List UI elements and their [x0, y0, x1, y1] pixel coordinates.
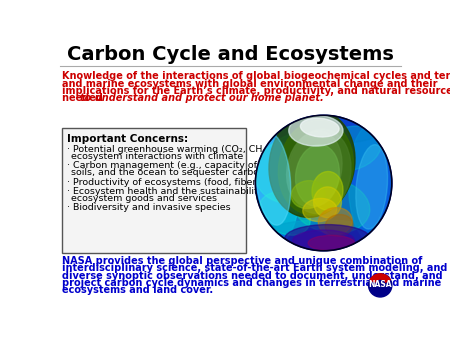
Text: · Carbon management (e.g., capacity of plants,: · Carbon management (e.g., capacity of p… — [67, 162, 292, 170]
FancyBboxPatch shape — [62, 128, 246, 253]
Ellipse shape — [289, 115, 343, 146]
Text: · Productivity of ecosystems (food, fiber, fuel): · Productivity of ecosystems (food, fibe… — [67, 178, 284, 187]
Text: NASA provides the global perspective and unique combination of: NASA provides the global perspective and… — [63, 256, 423, 266]
Text: Important Concerns:: Important Concerns: — [67, 134, 188, 144]
Ellipse shape — [255, 131, 346, 204]
Text: soils, and the ocean to sequester carbon): soils, and the ocean to sequester carbon… — [71, 168, 269, 177]
Ellipse shape — [348, 125, 392, 241]
Ellipse shape — [254, 122, 301, 244]
Text: implications for the Earth’s climate, productivity, and natural resources is: implications for the Earth’s climate, pr… — [63, 86, 450, 96]
Ellipse shape — [320, 126, 381, 171]
Text: ecosystems and land cover.: ecosystems and land cover. — [63, 285, 214, 295]
Text: · Ecosystem health and the sustainability of: · Ecosystem health and the sustainabilit… — [67, 187, 275, 196]
Text: · Potential greenhouse warming (CO₂, CH₄) and: · Potential greenhouse warming (CO₂, CH₄… — [67, 145, 291, 154]
Ellipse shape — [308, 235, 355, 251]
Text: to understand and protect our home planet.: to understand and protect our home plane… — [80, 93, 323, 103]
Circle shape — [369, 274, 392, 297]
Ellipse shape — [291, 180, 325, 209]
Text: ecosystem interactions with climate: ecosystem interactions with climate — [71, 152, 243, 161]
Text: NASA: NASA — [369, 280, 392, 289]
Ellipse shape — [287, 131, 342, 207]
Ellipse shape — [256, 133, 291, 225]
Ellipse shape — [325, 215, 353, 236]
Ellipse shape — [262, 114, 385, 145]
Ellipse shape — [259, 220, 388, 254]
Text: · Biodiversity and invasive species: · Biodiversity and invasive species — [67, 203, 231, 212]
Polygon shape — [256, 115, 392, 251]
Ellipse shape — [288, 129, 351, 214]
Text: needed: needed — [63, 93, 107, 103]
Ellipse shape — [278, 120, 353, 215]
Text: interdisciplinary science, state-of-the-art Earth system modeling, and: interdisciplinary science, state-of-the-… — [63, 264, 448, 273]
Ellipse shape — [260, 192, 310, 235]
Ellipse shape — [285, 224, 370, 252]
Text: diverse synoptic observations needed to document, understand, and: diverse synoptic observations needed to … — [63, 271, 443, 281]
Ellipse shape — [269, 110, 355, 217]
Text: and marine ecosystems with global environmental change and their: and marine ecosystems with global enviro… — [63, 79, 438, 89]
Ellipse shape — [318, 208, 352, 236]
Ellipse shape — [312, 171, 343, 210]
Ellipse shape — [296, 145, 339, 206]
Ellipse shape — [314, 187, 342, 218]
Text: ecosystem goods and services: ecosystem goods and services — [71, 194, 217, 203]
Text: Knowledge of the interactions of global biogeochemical cycles and terrestrial: Knowledge of the interactions of global … — [63, 71, 450, 81]
Ellipse shape — [293, 179, 370, 234]
Text: project carbon cycle dynamics and changes in terrestrial and marine: project carbon cycle dynamics and change… — [63, 278, 442, 288]
Ellipse shape — [292, 230, 355, 251]
Wedge shape — [370, 274, 390, 282]
Ellipse shape — [356, 145, 387, 229]
Ellipse shape — [301, 118, 339, 137]
Text: Carbon Cycle and Ecosystems: Carbon Cycle and Ecosystems — [67, 45, 394, 64]
Ellipse shape — [303, 198, 337, 222]
